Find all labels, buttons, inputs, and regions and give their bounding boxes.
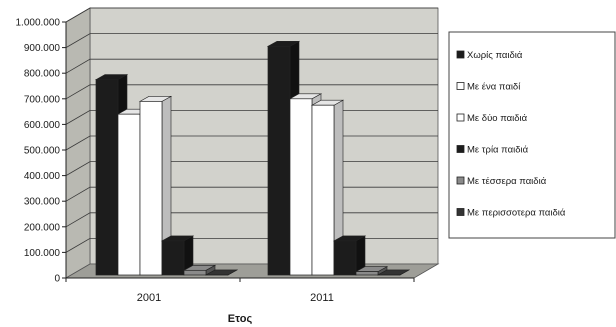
legend-item: Με τέσσερα παιδιά [456,176,547,187]
y-tick-label: 900.000 [24,43,61,54]
y-tick-label: 200.000 [24,222,61,233]
bar [376,269,411,276]
legend-box [448,31,616,239]
gridline [65,84,438,100]
x-axis-label: Ετος [228,313,253,325]
legend-item: Με περισσοτερα παιδιά [456,208,566,219]
gridline [65,33,438,48]
y-tick-label: 800.000 [24,69,61,80]
y-tick-label: 1.000.000 [16,18,61,29]
legend-swatch [456,50,465,59]
legend-label: Με δύο παιδιά [467,113,528,124]
legend: Χωρίς παιδιά Με ένα παιδί Με δύο παιδιά Με … [448,31,616,239]
gridline [65,7,438,23]
legend-label: Με ένα παιδί [467,82,521,93]
gridline [65,58,438,74]
bar [354,266,389,276]
y-tick-label: 500.000 [24,146,61,157]
y-axis: 0 100.000 200.000 300.000 400.000 500.000 600.… [16,18,67,285]
x-tick-label: 2001 [137,292,161,304]
legend-swatch [456,208,465,216]
x-tick-label: 2011 [310,292,334,304]
legend-swatch [456,145,465,153]
x-axis: 2001 2011 [65,277,415,304]
legend-item: Με δύο παιδιά [456,113,528,124]
legend-label: Με τέσσερα παιδιά [467,176,547,187]
y-tick-label: 0 [54,274,60,285]
legend-label: Χωρίς παιδιά [467,50,523,61]
legend-swatch [456,113,465,122]
y-tick-label: 700.000 [24,94,61,105]
bar [332,235,367,276]
y-tick-label: 600.000 [24,120,61,131]
y-tick-label: 300.000 [24,197,61,208]
legend-label: Με περισσοτερα παιδιά [467,208,566,219]
bar [160,235,195,276]
bars [94,40,411,276]
bar [138,95,173,276]
y-tick-label: 400.000 [24,171,61,182]
legend-item: Χωρίς παιδιά [456,50,523,61]
legend-item: Με τρία παιδιά [456,145,529,156]
bar [204,269,239,276]
legend-item: Με ένα παιδί [456,82,521,93]
legend-swatch [456,176,465,185]
bar [182,264,217,276]
legend-swatch [456,82,465,90]
bar [310,99,345,276]
legend-label: Με τρία παιδιά [467,145,529,156]
y-tick-label: 100.000 [24,248,61,259]
